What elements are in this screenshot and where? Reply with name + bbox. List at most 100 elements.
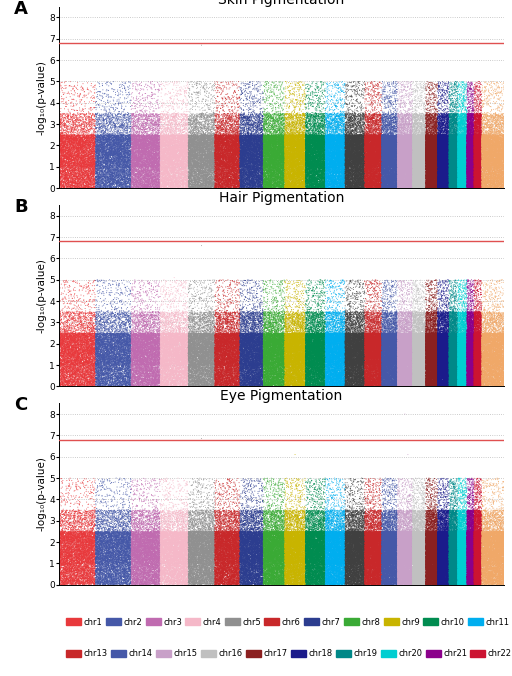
Point bbox=[476, 112, 484, 122]
Point bbox=[297, 157, 306, 168]
Point bbox=[465, 528, 473, 539]
Point bbox=[269, 578, 278, 589]
Point bbox=[341, 368, 349, 379]
Point bbox=[461, 535, 469, 546]
Point bbox=[399, 362, 408, 373]
Point bbox=[438, 168, 446, 179]
Point bbox=[442, 377, 450, 388]
Point bbox=[249, 149, 257, 160]
Point bbox=[489, 130, 497, 141]
Point bbox=[464, 534, 473, 545]
Point bbox=[473, 360, 481, 370]
Point bbox=[166, 155, 175, 166]
Point bbox=[89, 115, 97, 126]
Point bbox=[326, 131, 334, 142]
Point bbox=[379, 367, 387, 378]
Point bbox=[238, 362, 246, 372]
Point bbox=[455, 564, 463, 575]
Point bbox=[407, 556, 415, 567]
Point bbox=[85, 172, 93, 183]
Point bbox=[461, 312, 470, 323]
Point bbox=[454, 176, 462, 187]
Point bbox=[389, 162, 397, 172]
Point bbox=[462, 337, 470, 347]
Point bbox=[477, 574, 485, 585]
Point bbox=[421, 564, 430, 575]
Point bbox=[166, 344, 174, 355]
Point bbox=[311, 572, 319, 583]
Point bbox=[394, 164, 402, 175]
Point bbox=[246, 535, 254, 546]
Point bbox=[298, 508, 307, 518]
Point bbox=[353, 125, 361, 136]
Point bbox=[386, 148, 394, 159]
Point bbox=[469, 558, 477, 569]
Point bbox=[401, 141, 409, 151]
Point bbox=[279, 480, 287, 491]
Point bbox=[484, 540, 492, 551]
Point bbox=[205, 132, 214, 143]
Point bbox=[465, 172, 473, 183]
Point bbox=[390, 363, 398, 374]
Point bbox=[472, 576, 480, 587]
Point bbox=[355, 519, 364, 530]
Point bbox=[304, 113, 312, 124]
Point bbox=[369, 347, 377, 358]
Point bbox=[192, 162, 200, 172]
Point bbox=[119, 119, 127, 130]
Point bbox=[139, 567, 147, 578]
Point bbox=[228, 170, 237, 180]
Point bbox=[415, 134, 423, 145]
Point bbox=[373, 134, 381, 145]
Point bbox=[200, 312, 208, 323]
Point bbox=[465, 111, 473, 122]
Point bbox=[458, 153, 466, 164]
Point bbox=[451, 147, 459, 158]
Point bbox=[382, 360, 390, 370]
Point bbox=[401, 566, 409, 577]
Point bbox=[436, 116, 444, 126]
Point bbox=[475, 527, 483, 538]
Point bbox=[474, 541, 482, 552]
Point bbox=[306, 173, 314, 184]
Point bbox=[245, 155, 253, 166]
Point bbox=[471, 577, 479, 587]
Point bbox=[303, 555, 311, 566]
Point bbox=[225, 168, 233, 179]
Point bbox=[480, 555, 488, 566]
Point bbox=[412, 569, 420, 579]
Point bbox=[292, 526, 300, 537]
Point bbox=[200, 343, 208, 354]
Point bbox=[422, 530, 430, 541]
Point bbox=[152, 510, 160, 521]
Point bbox=[496, 95, 504, 105]
Point bbox=[146, 546, 154, 557]
Point bbox=[396, 327, 404, 338]
Point bbox=[322, 536, 330, 547]
Point bbox=[371, 153, 379, 164]
Point bbox=[184, 173, 193, 184]
Point bbox=[446, 530, 455, 541]
Point bbox=[470, 345, 478, 356]
Point bbox=[489, 147, 497, 158]
Point bbox=[471, 534, 479, 545]
Point bbox=[420, 564, 428, 575]
Point bbox=[232, 133, 241, 144]
Point bbox=[367, 183, 375, 193]
Point bbox=[55, 531, 63, 542]
Point bbox=[319, 531, 327, 541]
Point bbox=[493, 360, 501, 370]
Point bbox=[403, 151, 411, 162]
Point bbox=[84, 365, 92, 376]
Point bbox=[289, 131, 297, 142]
Point bbox=[316, 568, 324, 579]
Point bbox=[351, 152, 359, 163]
Point bbox=[413, 558, 421, 569]
Point bbox=[383, 565, 391, 576]
Point bbox=[429, 161, 437, 172]
Point bbox=[464, 560, 473, 571]
Point bbox=[367, 547, 375, 558]
Point bbox=[332, 162, 340, 172]
Point bbox=[301, 176, 309, 187]
Point bbox=[217, 335, 225, 345]
